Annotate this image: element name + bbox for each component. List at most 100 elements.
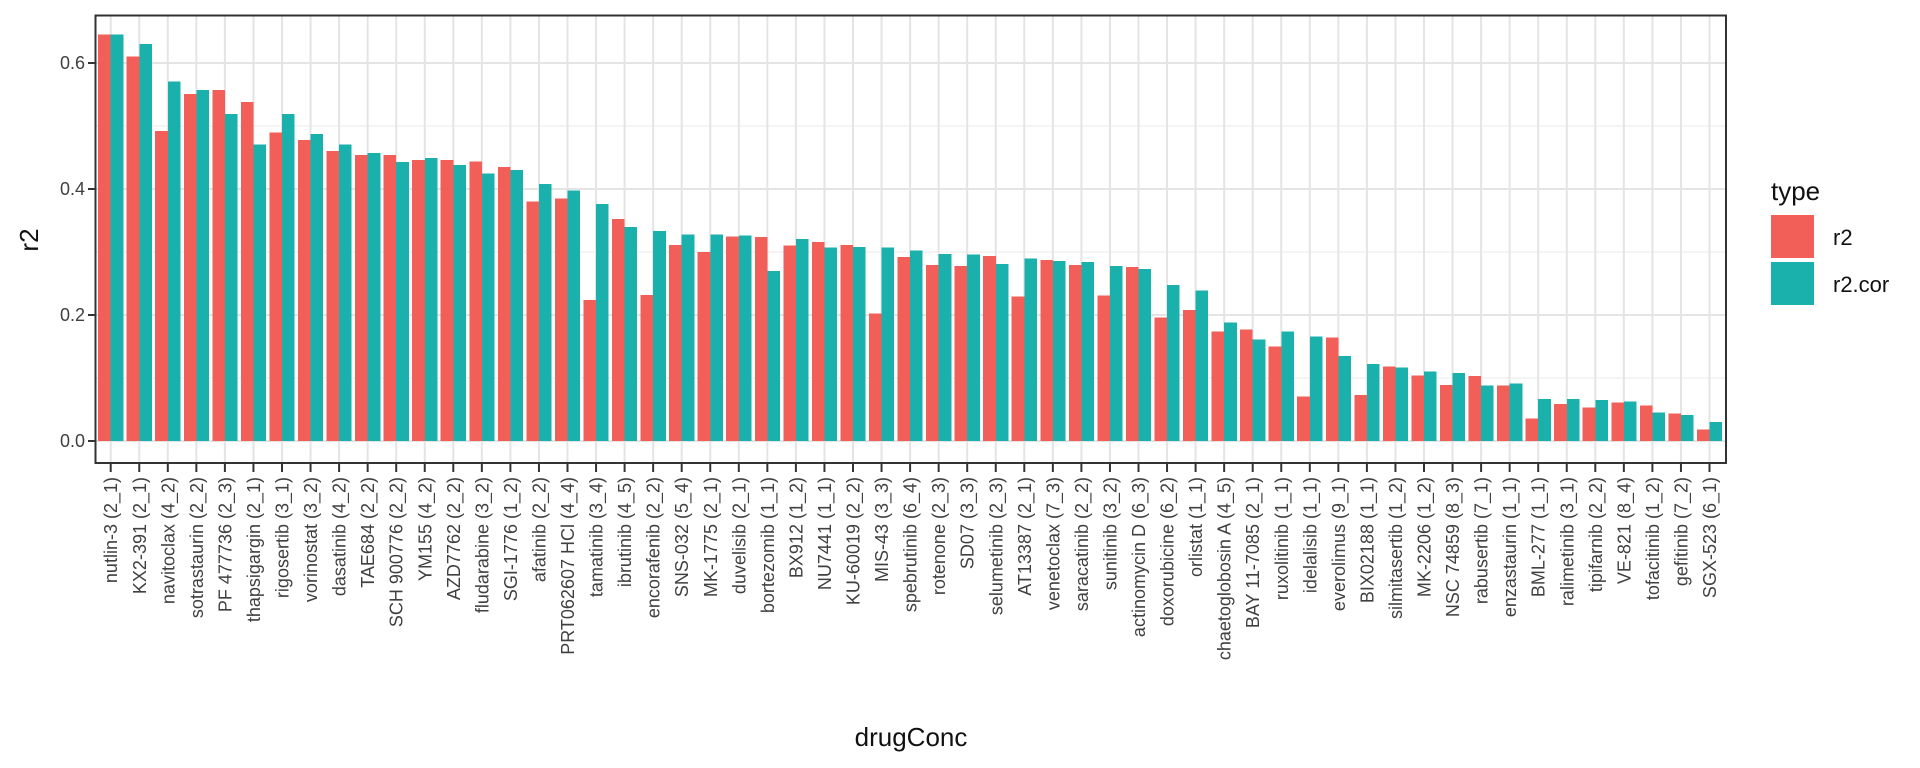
x-tick-label: dasatinib (4_2) (330, 477, 351, 596)
bar-r2.cor (624, 226, 638, 441)
bar-r2 (1354, 395, 1367, 441)
bar-r2.cor (1509, 383, 1523, 441)
bar-r2.cor (1024, 258, 1037, 441)
x-tick-label: NU7441 (1_1) (815, 477, 836, 590)
bar-r2.cor (538, 183, 552, 441)
x-tick-label: navitoclax (4_2) (158, 477, 179, 604)
legend: type r2 r2.cor (1771, 176, 1889, 305)
bar-r2 (1068, 265, 1082, 441)
x-tick-label: actinomycin D (6_3) (1129, 477, 1150, 637)
bar-r2 (212, 90, 225, 441)
bar-r2 (1154, 317, 1168, 441)
bar-r2 (440, 160, 454, 441)
bar-r2 (1525, 418, 1539, 441)
bar-r2 (1382, 366, 1396, 441)
x-tick-label: ibrutinib (4_5) (615, 477, 636, 587)
bar-r2.cor (396, 161, 409, 441)
bar-r2.cor (1481, 385, 1494, 441)
x-tick-label: sotrastaurin (2_2) (187, 477, 208, 618)
bar-r2.cor (1395, 367, 1409, 441)
x-tick-label: enzastaurin (1_1) (1500, 477, 1521, 617)
bar-r2 (1582, 407, 1596, 441)
bar-r2 (412, 160, 425, 441)
bar-r2.cor (1623, 401, 1637, 441)
x-tick-label: PF 477736 (2_3) (215, 477, 236, 612)
bar-r2 (1268, 346, 1282, 441)
bar-r2.cor (967, 254, 980, 441)
x-tick-label: AZD7762 (2_2) (444, 477, 465, 600)
x-tick-label: rotenone (2_3) (929, 477, 950, 595)
x-tick-label: SD07 (3_3) (958, 477, 979, 569)
x-axis-title: drugConc (855, 722, 968, 752)
x-tick-label: YM155 (4_2) (415, 477, 436, 581)
bar-r2.cor (1452, 372, 1466, 441)
x-tick-label: orlistat (1_1) (1186, 477, 1207, 577)
bar-r2.cor (1138, 269, 1152, 441)
bar-r2 (1411, 375, 1424, 441)
x-tick-label: BAY 11-7085 (2_1) (1243, 477, 1264, 628)
bar-r2 (1183, 309, 1196, 441)
bar-r2 (297, 139, 311, 442)
bar-r2 (526, 201, 539, 441)
x-tick-label: bortezomib (1_1) (758, 477, 779, 613)
x-tick-label: SGI-1776 (1_2) (501, 477, 522, 601)
x-tick-label: fludarabine (3_2) (472, 477, 493, 613)
bar-r2 (1211, 331, 1225, 441)
bar-r2.cor (995, 263, 1009, 441)
x-tick-label: MK-2206 (1_2) (1415, 477, 1436, 597)
bar-r2 (98, 34, 111, 442)
bar-r2 (926, 265, 939, 441)
bar-r2.cor (510, 170, 523, 441)
bar-r2 (754, 236, 768, 441)
x-tick-label: tofacitinib (1_2) (1643, 477, 1664, 600)
bar-r2 (1125, 267, 1139, 441)
bar-r2.cor (1167, 284, 1180, 441)
bar-r2 (954, 265, 968, 441)
bar-r2.cor (196, 90, 209, 441)
bar-r2.cor (139, 44, 152, 441)
bar-r2 (326, 151, 340, 441)
x-tick-label: PRT062607 HCl (4_4) (558, 477, 579, 655)
x-tick-label: vorinostat (3_2) (301, 477, 322, 602)
x-tick-label: BIX02188 (1_1) (1357, 477, 1378, 603)
x-tick-label: AT13387 (2_1) (1015, 477, 1036, 596)
bar-r2 (554, 198, 568, 441)
bar-r2.cor (424, 158, 438, 441)
bar-r2.cor (1109, 265, 1123, 441)
bar-r2.cor (481, 173, 495, 441)
bar-r2.cor (1538, 398, 1551, 441)
bar-r2.cor (938, 253, 952, 441)
bar-r2 (1554, 403, 1567, 441)
bar-r2.cor (1366, 364, 1380, 441)
legend-swatch-r2cor (1771, 262, 1814, 305)
bar-r2.cor (767, 270, 780, 441)
x-tick-label: NSC 74859 (8_3) (1443, 477, 1464, 617)
bar-r2 (240, 102, 254, 441)
x-tick-label: MK-1775 (2_1) (701, 477, 722, 597)
x-tick-label: VE-821 (8_4) (1614, 477, 1635, 584)
bar-r2 (1611, 402, 1624, 441)
x-tick-label: venetoclax (7_3) (1043, 477, 1064, 610)
x-tick-label: duvelisib (2_1) (729, 477, 750, 594)
bar-r2.cor (710, 234, 723, 441)
bar-r2.cor (1566, 398, 1580, 441)
bar-r2 (1097, 295, 1110, 441)
bar-r2.cor (738, 235, 752, 441)
bar-r2.cor (367, 153, 381, 441)
bar-r2 (726, 236, 739, 441)
y-tick-label: 0.4 (60, 179, 85, 199)
bar-r2.cor (1680, 415, 1694, 441)
bar-r2.cor (110, 34, 124, 442)
bar-r2 (1468, 376, 1482, 441)
x-tick-label: rabusertib (7_1) (1472, 477, 1493, 604)
x-tick-label: rigosertib (3_1) (273, 477, 294, 598)
bar-r2 (497, 166, 511, 441)
bar-r2.cor (1252, 339, 1266, 441)
bar-r2.cor (253, 144, 267, 441)
axis-tick-labels: 0.0 0.2 0.4 0.6 nutlin-3 (2_1) KX2-391 (2_1) n… (60, 53, 1721, 660)
bar-r2 (897, 257, 911, 441)
bar-r2 (640, 294, 654, 441)
bar-r2.cor (881, 247, 895, 441)
bar-r2 (1240, 329, 1253, 441)
